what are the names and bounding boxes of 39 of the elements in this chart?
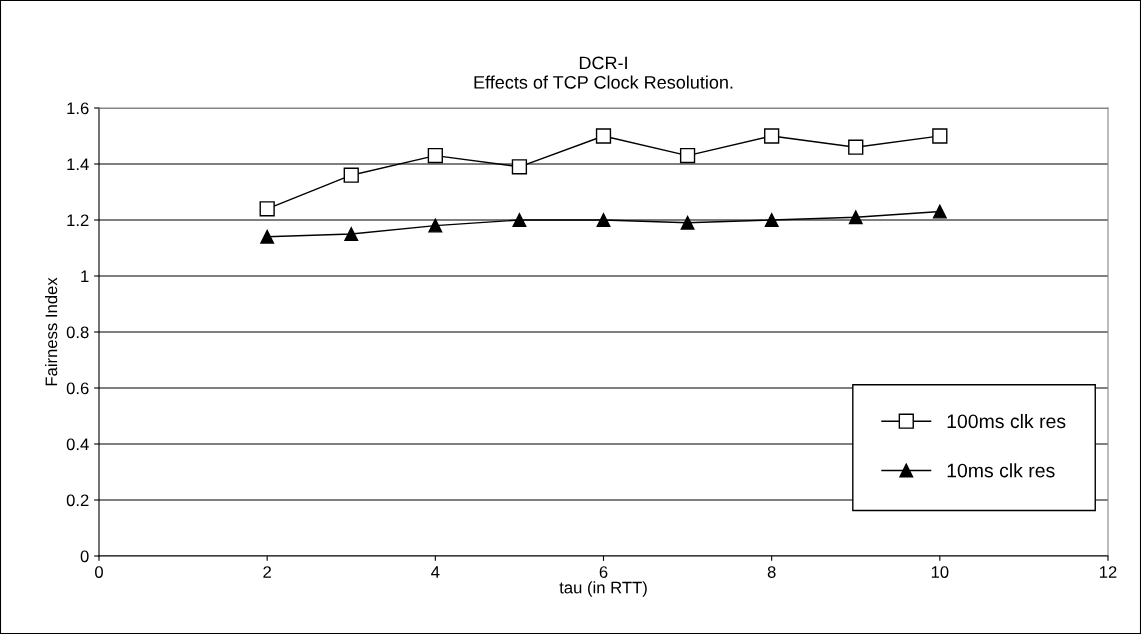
y-tick-label: 1.2 <box>67 214 89 227</box>
point <box>848 139 864 155</box>
y-tick-label: 0.6 <box>66 382 89 395</box>
legend-label: 10ms clk res <box>947 463 1055 478</box>
chart-title: DCR-I Effects of TCP Clock Resolution. <box>474 56 733 89</box>
y-axis-title: Fairness Index <box>45 277 58 386</box>
x-tick-label: 0 <box>95 566 103 578</box>
point <box>848 210 863 225</box>
point <box>595 128 612 144</box>
point <box>343 167 359 183</box>
point <box>260 229 275 244</box>
y-tick-label: 0.8 <box>66 326 89 339</box>
x-tick-label: 8 <box>767 566 776 578</box>
y-tick-label: 1 <box>81 270 89 283</box>
x-tick-label: 10 <box>931 566 949 578</box>
y-tick-label: 1.6 <box>67 102 89 115</box>
y-tick-label: 0.4 <box>66 438 89 451</box>
point <box>596 213 611 227</box>
point <box>511 159 528 175</box>
point <box>344 227 359 241</box>
x-tick-label: 4 <box>431 566 440 578</box>
y-tick-label: 0 <box>80 550 89 563</box>
point <box>259 201 275 217</box>
point <box>932 204 947 219</box>
point <box>764 128 780 144</box>
point <box>428 218 443 233</box>
point <box>932 128 948 144</box>
point <box>680 215 695 230</box>
y-tick-label: 0.2 <box>66 494 89 507</box>
point <box>764 213 779 227</box>
point <box>512 213 527 227</box>
point <box>427 147 443 164</box>
y-tick-label: 1.4 <box>67 158 89 171</box>
point <box>679 147 696 164</box>
legend-label: 100ms clk res <box>947 413 1066 429</box>
x-tick-label: 2 <box>263 566 271 578</box>
x-tick-label: 6 <box>599 566 608 578</box>
x-tick-label: 12 <box>1100 566 1117 578</box>
x-axis-title: tau (in RTT) <box>559 581 647 597</box>
